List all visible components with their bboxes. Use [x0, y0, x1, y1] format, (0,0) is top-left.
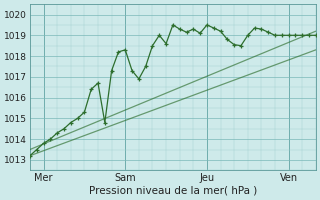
- X-axis label: Pression niveau de la mer( hPa ): Pression niveau de la mer( hPa ): [89, 186, 257, 196]
